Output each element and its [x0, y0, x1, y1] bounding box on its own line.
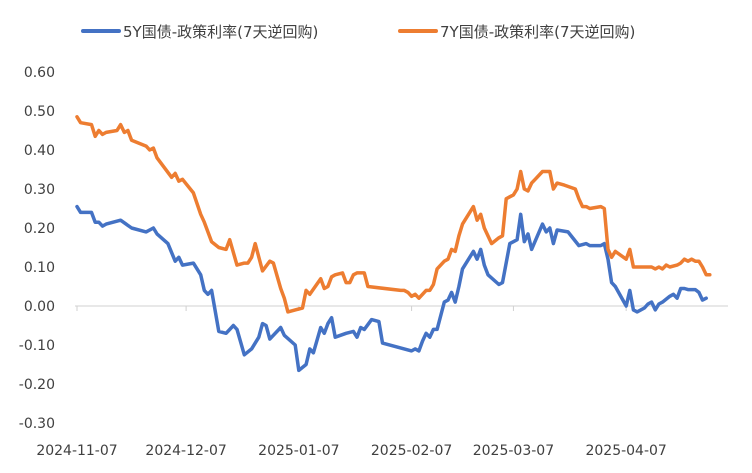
- x-tick-label: 2025-03-07: [473, 443, 554, 459]
- y-tick-label: 0.00: [24, 299, 55, 315]
- y-tick-label: -0.30: [19, 416, 55, 432]
- plot-area: [75, 115, 712, 373]
- x-axis: 2024-11-07 2024-12-07 2025-01-07 2025-02-07…: [36, 305, 728, 459]
- x-tick-label: 2024-11-07: [36, 443, 117, 459]
- x-tick-label: 2025-02-07: [371, 443, 452, 459]
- y-tick-label: 0.20: [24, 221, 55, 237]
- series-line-7y: [75, 115, 712, 314]
- y-tick-label: -0.20: [19, 377, 55, 393]
- x-tick-label: 2024-12-07: [145, 443, 226, 459]
- y-tick-label: 0.60: [24, 65, 55, 81]
- y-tick-label: 0.30: [24, 182, 55, 198]
- y-tick-label: 0.50: [24, 104, 55, 120]
- x-tick-label: 2025-04-07: [585, 443, 666, 459]
- y-axis: 0.60 0.50 0.40 0.30 0.20 0.10 0.00 -0.10 -0.20 -0…: [19, 65, 55, 432]
- legend-label: 7Y国债-政策利率(7天逆回购): [440, 23, 635, 41]
- x-tick-label: 2025-01-07: [258, 443, 339, 459]
- legend: 5Y国债-政策利率(7天逆回购) 7Y国债-政策利率(7天逆回购): [81, 23, 635, 41]
- legend-label: 5Y国债-政策利率(7天逆回购): [123, 23, 318, 41]
- y-tick-label: -0.10: [19, 338, 55, 354]
- y-tick-label: 0.40: [24, 143, 55, 159]
- series-line-5y: [75, 204, 708, 373]
- y-tick-label: 0.10: [24, 260, 55, 276]
